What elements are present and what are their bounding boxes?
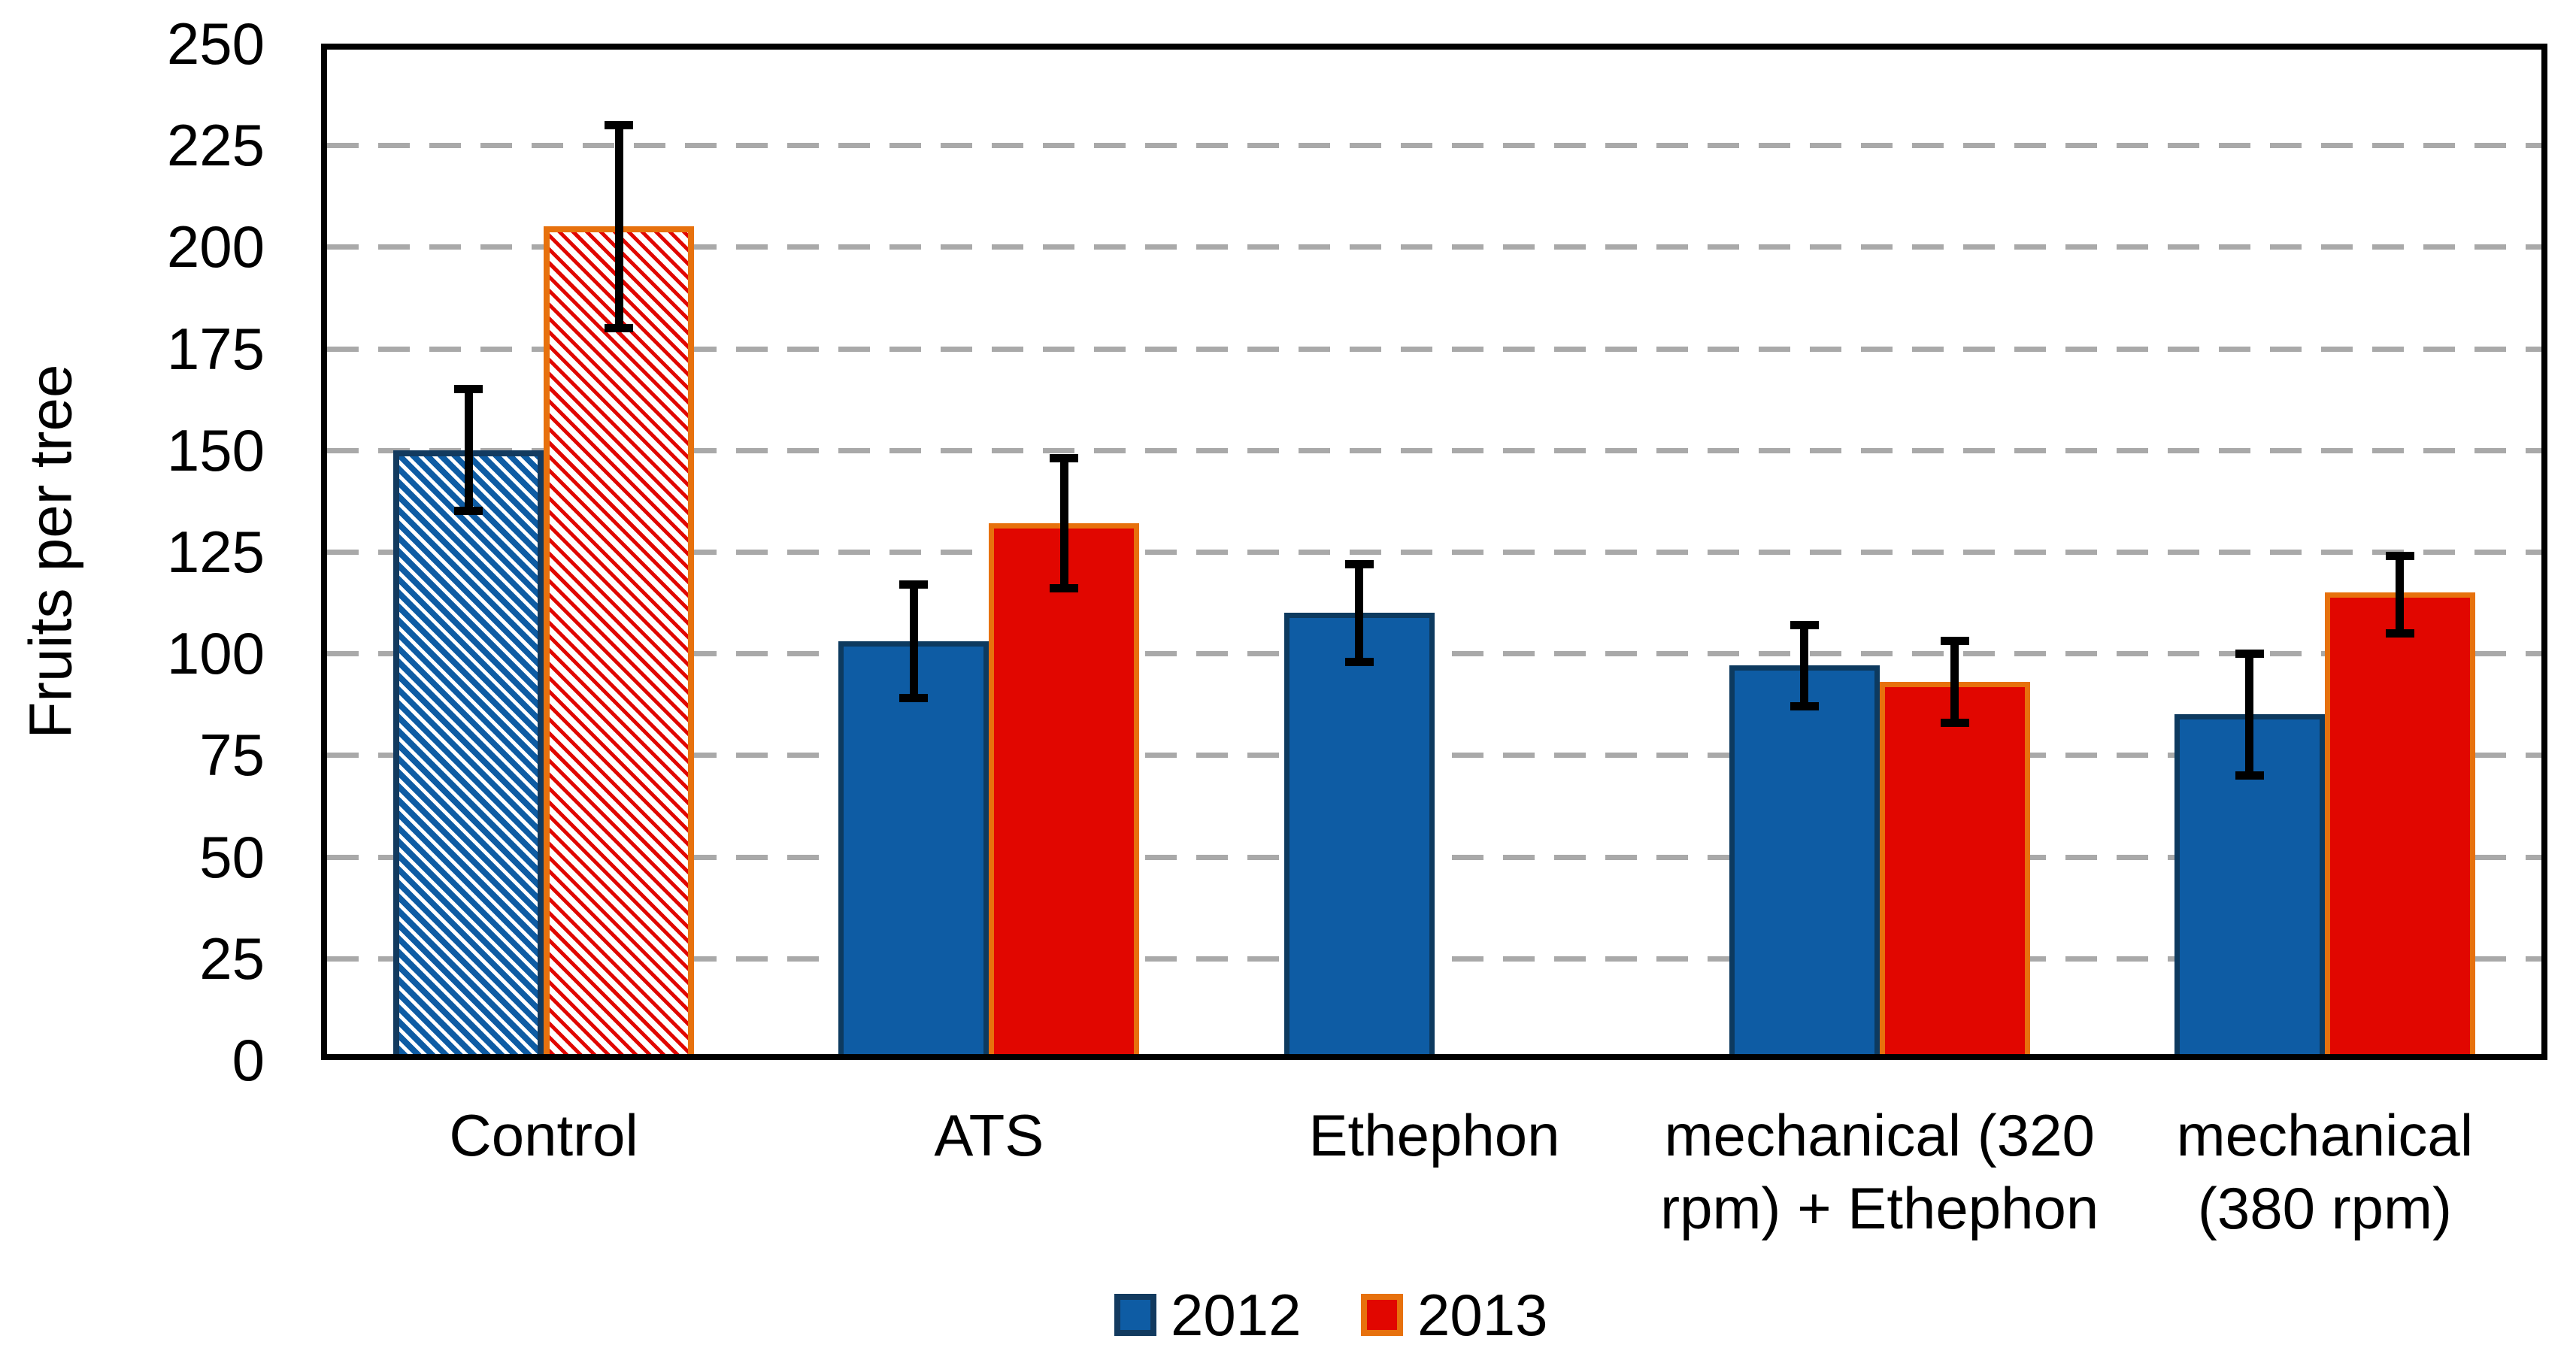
error-bar-cap-top-2012-ats: [899, 580, 929, 589]
error-bar-cap-top-2012-ethephon: [1344, 559, 1374, 568]
error-bar-cap-bottom-2013-ats: [1050, 584, 1079, 593]
error-bar-cap-bottom-2012-mechanical-380-rpm: [2235, 771, 2264, 780]
gridline-25: [327, 956, 2541, 962]
gridline-225: [327, 143, 2541, 149]
error-bar-2012-ethephon: [1355, 564, 1363, 662]
y-tick-label-25: 25: [199, 925, 265, 992]
y-tick-label-150: 150: [166, 416, 265, 483]
error-bar-cap-top-2013-control: [605, 120, 634, 129]
error-bar-2012-mechanical-320-rpm-ethephon: [1800, 625, 1809, 707]
y-tick-label-100: 100: [166, 620, 265, 687]
y-tick-label-50: 50: [199, 823, 265, 890]
error-bar-cap-bottom-2012-ats: [899, 694, 929, 703]
y-tick-label-250: 250: [166, 11, 265, 77]
error-bar-2012-mechanical-380-rpm: [2245, 653, 2254, 776]
legend-label-2012: 2012: [1171, 1282, 1302, 1348]
y-tick-label-75: 75: [199, 722, 265, 789]
bar-2013-control: [544, 226, 695, 1060]
error-bar-cap-bottom-2013-mechanical-320-rpm-ethephon: [1940, 718, 1969, 727]
bar-2012-ethephon: [1283, 613, 1435, 1060]
gridline-175: [327, 346, 2541, 352]
gridline-150: [327, 447, 2541, 453]
bar-2013-mechanical-320-rpm-ethephon: [1879, 682, 2030, 1060]
error-bar-2013-mechanical-320-rpm-ethephon: [1950, 641, 1959, 723]
error-bar-cap-top-2012-mechanical-380-rpm: [2235, 649, 2264, 658]
error-bar-cap-top-2013-mechanical-380-rpm: [2385, 551, 2414, 560]
error-bar-cap-top-2013-ats: [1050, 454, 1079, 463]
y-tick-label-0: 0: [232, 1027, 265, 1093]
y-tick-label-225: 225: [166, 112, 265, 179]
bar-2012-ats: [838, 641, 989, 1060]
error-bar-2013-mechanical-380-rpm: [2396, 556, 2405, 634]
error-bar-cap-bottom-2012-mechanical-320-rpm-ethephon: [1790, 702, 1819, 710]
gridline-100: [327, 651, 2541, 657]
x-category-label-mechanical-320-rpm-ethephon: mechanical (320 rpm) + Ethephon: [1660, 1102, 2099, 1241]
x-category-label-ethephon: Ethephon: [1308, 1102, 1560, 1168]
error-bar-cap-top-2012-control: [454, 385, 483, 394]
error-bar-cap-top-2012-mechanical-320-rpm-ethephon: [1790, 620, 1819, 629]
bar-2012-control: [393, 450, 544, 1060]
legend-swatch-2013: [1361, 1294, 1403, 1336]
bar-2013-ats: [989, 523, 1140, 1060]
legend-swatch-2012: [1114, 1294, 1156, 1336]
error-bar-cap-bottom-2013-control: [605, 324, 634, 333]
error-bar-2013-control: [614, 125, 623, 329]
error-bar-cap-bottom-2012-control: [454, 507, 483, 516]
gridline-50: [327, 854, 2541, 860]
error-bar-2013-ats: [1059, 458, 1068, 589]
legend-label-2013: 2013: [1417, 1282, 1548, 1348]
error-bar-cap-bottom-2012-ethephon: [1344, 657, 1374, 666]
gridline-75: [327, 753, 2541, 759]
error-bar-cap-bottom-2013-mechanical-380-rpm: [2385, 629, 2414, 638]
x-category-label-ats: ATS: [934, 1102, 1044, 1168]
y-tick-label-200: 200: [166, 214, 265, 280]
bar-2013-mechanical-380-rpm: [2324, 592, 2475, 1060]
error-bar-2012-control: [464, 389, 473, 511]
gridline-200: [327, 244, 2541, 250]
x-category-label-mechanical-380-rpm: mechanical (380 rpm): [2176, 1102, 2474, 1241]
x-category-label-control: Control: [449, 1102, 638, 1168]
y-tick-label-125: 125: [166, 519, 265, 585]
bar-2012-mechanical-320-rpm-ethephon: [1729, 665, 1880, 1060]
error-bar-cap-top-2013-mechanical-320-rpm-ethephon: [1940, 637, 1969, 646]
gridline-125: [327, 550, 2541, 555]
y-tick-label-175: 175: [166, 315, 265, 382]
error-bar-2012-ats: [909, 584, 918, 698]
